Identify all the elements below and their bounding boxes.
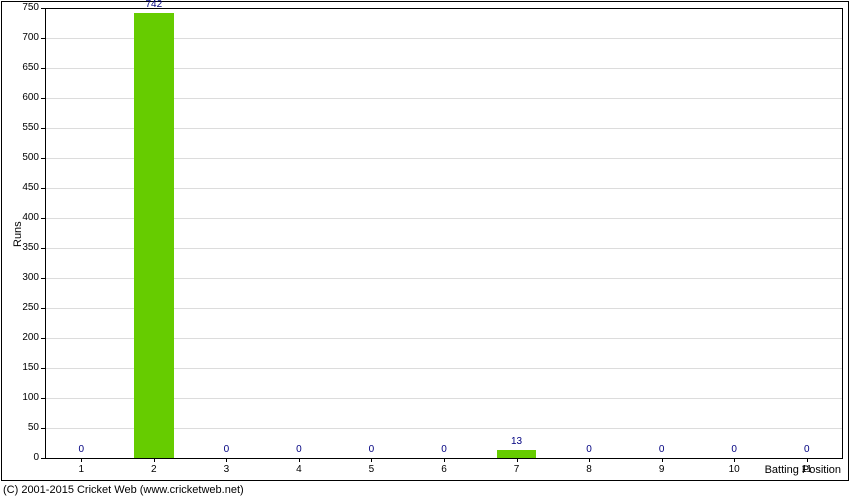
x-tick-label: 1 xyxy=(66,464,96,475)
y-tick-label: 450 xyxy=(0,183,39,193)
y-tick-label: 650 xyxy=(0,63,39,73)
y-axis-line xyxy=(45,8,46,458)
y-tick-label: 700 xyxy=(0,33,39,43)
x-tick-label: 7 xyxy=(502,464,532,475)
y-tick-label: 50 xyxy=(0,423,39,433)
y-axis-title: Runs xyxy=(12,221,24,247)
bar-value-label: 0 xyxy=(712,444,756,455)
right-axis-line xyxy=(842,8,843,458)
bar-value-label: 0 xyxy=(422,444,466,455)
x-axis-title: Batting Position xyxy=(765,464,841,476)
copyright-text: (C) 2001-2015 Cricket Web (www.cricketwe… xyxy=(3,484,244,496)
x-tick-label: 5 xyxy=(356,464,386,475)
y-tick-label: 500 xyxy=(0,153,39,163)
y-tick-label: 750 xyxy=(0,3,39,13)
x-tick-label: 4 xyxy=(284,464,314,475)
bar-value-label: 0 xyxy=(349,444,393,455)
plot-area xyxy=(45,8,843,458)
bar-value-label: 0 xyxy=(59,444,103,455)
bar-value-label: 0 xyxy=(204,444,248,455)
y-tick-label: 150 xyxy=(0,363,39,373)
bar xyxy=(497,450,537,458)
y-tick-label: 100 xyxy=(0,393,39,403)
bar xyxy=(134,13,174,458)
y-tick-label: 250 xyxy=(0,303,39,313)
bar-value-label: 0 xyxy=(277,444,321,455)
y-tick-label: 200 xyxy=(0,333,39,343)
bar-value-label: 13 xyxy=(495,436,539,447)
x-tick-label: 10 xyxy=(719,464,749,475)
x-tick-label: 3 xyxy=(211,464,241,475)
y-tick-label: 0 xyxy=(0,453,39,463)
top-axis-line xyxy=(45,8,843,9)
y-tick-label: 550 xyxy=(0,123,39,133)
bar-value-label: 0 xyxy=(567,444,611,455)
x-tick-label: 9 xyxy=(647,464,677,475)
y-tick-label: 300 xyxy=(0,273,39,283)
x-tick-label: 6 xyxy=(429,464,459,475)
bar-value-label: 0 xyxy=(785,444,829,455)
x-axis-line xyxy=(45,458,843,459)
y-tick-label: 600 xyxy=(0,93,39,103)
x-tick-label: 2 xyxy=(139,464,169,475)
bar-value-label: 0 xyxy=(640,444,684,455)
bar-chart: 0501001502002503003504004505005506006507… xyxy=(0,0,850,500)
x-tick-label: 8 xyxy=(574,464,604,475)
